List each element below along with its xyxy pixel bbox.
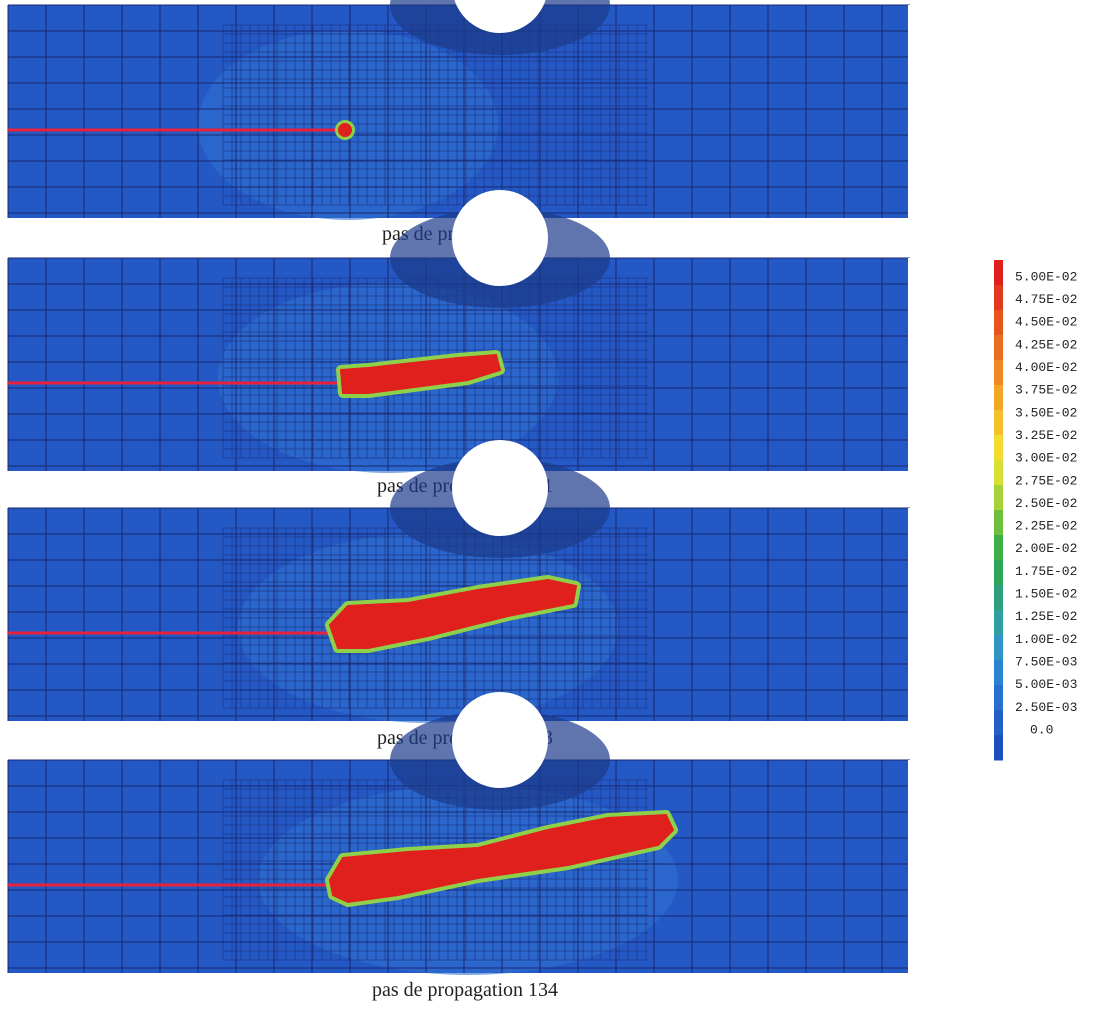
- colorbar-label: 0.0: [1030, 722, 1053, 737]
- colorbar-band: [994, 310, 1003, 336]
- colorbar-label: 2.00E-02: [1015, 541, 1077, 556]
- colorbar-label: 3.00E-02: [1015, 451, 1077, 466]
- hole: [452, 190, 548, 286]
- colorbar-band: [994, 460, 1003, 486]
- colorbar-band: [994, 660, 1003, 686]
- simulation-panel: [7, 692, 910, 975]
- panel-caption: pas de propagation 134: [372, 979, 558, 1001]
- damage-zone: [338, 123, 352, 137]
- colorbar-label: 4.25E-02: [1015, 337, 1077, 352]
- panel-edge: [908, 760, 910, 973]
- colorbar-label: 2.50E-02: [1015, 496, 1077, 511]
- colorbar-band: [994, 635, 1003, 661]
- colorbar-band: [994, 410, 1003, 436]
- colorbar-label: 1.00E-02: [1015, 632, 1077, 647]
- hole: [454, 0, 546, 33]
- colorbar-label: 2.75E-02: [1015, 473, 1077, 488]
- colorbar-band: [994, 585, 1003, 611]
- colorbar-band: [994, 260, 1003, 286]
- colorbar-band: [994, 685, 1003, 711]
- colorbar-band: [994, 560, 1003, 586]
- colorbar-label: 4.50E-02: [1015, 315, 1077, 330]
- colorbar-label: 1.50E-02: [1015, 587, 1077, 602]
- colorbar-label: 1.75E-02: [1015, 564, 1077, 579]
- colorbar-band: [994, 735, 1003, 761]
- damage-zone: [339, 353, 502, 394]
- colorbar-label: 2.25E-02: [1015, 519, 1077, 534]
- colorbar-label: 1.25E-02: [1015, 609, 1077, 624]
- colorbar-label: 7.50E-03: [1015, 654, 1077, 669]
- simulation-panel: [7, 0, 910, 220]
- simulation-panel: [7, 440, 910, 723]
- colorbar-band: [994, 435, 1003, 461]
- colorbar-label: 4.00E-02: [1015, 360, 1077, 375]
- colorbar-band: [994, 510, 1003, 536]
- colorbar-label: 3.50E-02: [1015, 405, 1077, 420]
- colorbar-band: [994, 485, 1003, 511]
- colorbar-label: 4.75E-02: [1015, 292, 1077, 307]
- panel-edge: [908, 5, 910, 218]
- colorbar-band: [994, 385, 1003, 411]
- colorbar-band: [994, 610, 1003, 636]
- damage-zone: [328, 813, 675, 904]
- panel-edge: [908, 258, 910, 471]
- colorbar-band: [994, 535, 1003, 561]
- colorbar-band: [994, 710, 1003, 736]
- panel-edge: [908, 508, 910, 721]
- colorbar-label: 5.00E-02: [1015, 269, 1077, 284]
- colorbar-band: [994, 360, 1003, 386]
- damage-zone: [328, 578, 578, 649]
- hole: [452, 440, 548, 536]
- simulation-panel: [7, 190, 910, 473]
- colorbar-label: 2.50E-03: [1015, 700, 1077, 715]
- hole: [452, 692, 548, 788]
- colorbar-label: 3.75E-02: [1015, 383, 1077, 398]
- colorbar-band: [994, 285, 1003, 311]
- colorbar-label: 3.25E-02: [1015, 428, 1077, 443]
- colorbar-band: [994, 335, 1003, 361]
- colorbar-label: 5.00E-03: [1015, 677, 1077, 692]
